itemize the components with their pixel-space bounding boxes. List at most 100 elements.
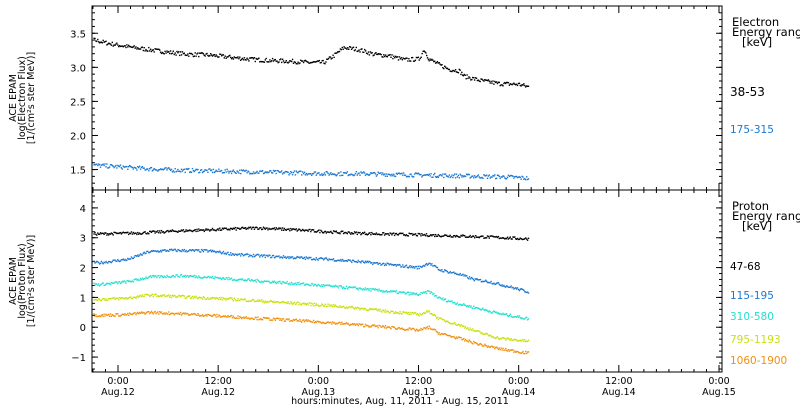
data-point bbox=[158, 232, 160, 234]
data-point bbox=[245, 280, 247, 282]
data-point bbox=[97, 315, 99, 318]
data-point bbox=[509, 349, 511, 351]
data-point bbox=[177, 249, 179, 251]
data-point bbox=[498, 338, 500, 341]
data-point bbox=[486, 280, 488, 283]
data-point bbox=[213, 277, 215, 280]
data-point bbox=[279, 257, 281, 259]
data-point bbox=[329, 173, 331, 175]
data-point bbox=[146, 311, 148, 313]
data-point bbox=[316, 172, 318, 175]
data-point bbox=[335, 175, 337, 177]
data-point bbox=[253, 255, 256, 258]
data-point bbox=[327, 57, 330, 60]
data-point bbox=[271, 228, 273, 230]
data-point bbox=[99, 299, 102, 302]
data-point bbox=[162, 313, 164, 315]
data-point bbox=[113, 259, 115, 261]
data-point bbox=[418, 232, 420, 235]
data-point bbox=[427, 290, 429, 292]
data-point bbox=[377, 53, 380, 55]
data-point bbox=[137, 166, 139, 168]
data-point bbox=[170, 276, 173, 278]
data-point bbox=[380, 172, 382, 174]
data-point bbox=[388, 290, 390, 293]
legend-entry: 1060-1900 bbox=[730, 355, 787, 367]
data-point bbox=[254, 226, 256, 229]
data-point bbox=[527, 85, 530, 87]
data-point bbox=[409, 327, 411, 329]
data-point bbox=[457, 273, 460, 276]
data-point bbox=[455, 273, 458, 275]
data-point bbox=[121, 45, 123, 47]
data-point bbox=[485, 279, 487, 281]
data-point bbox=[518, 289, 521, 292]
data-point bbox=[390, 56, 392, 58]
data-point bbox=[466, 174, 469, 176]
data-point bbox=[402, 264, 404, 266]
data-point bbox=[419, 57, 421, 60]
data-point bbox=[264, 228, 266, 230]
data-point bbox=[341, 321, 343, 324]
data-point bbox=[247, 278, 249, 280]
data-point bbox=[508, 237, 511, 239]
data-point bbox=[310, 256, 312, 259]
data-point bbox=[104, 315, 106, 317]
data-point bbox=[191, 295, 194, 298]
data-point bbox=[370, 172, 372, 174]
data-point bbox=[315, 284, 317, 287]
data-point bbox=[409, 311, 411, 314]
data-point bbox=[327, 172, 329, 175]
data-point bbox=[350, 307, 352, 309]
data-point bbox=[349, 46, 351, 48]
data-point bbox=[367, 261, 369, 264]
data-point bbox=[291, 174, 294, 176]
data-point bbox=[116, 167, 118, 169]
data-point bbox=[372, 288, 374, 290]
data-point bbox=[497, 81, 500, 83]
data-point bbox=[341, 230, 343, 232]
data-point bbox=[199, 251, 201, 253]
data-point bbox=[243, 298, 246, 300]
data-point bbox=[247, 58, 249, 61]
data-point bbox=[145, 48, 147, 51]
data-point bbox=[112, 297, 114, 299]
data-point bbox=[154, 48, 156, 50]
data-point bbox=[112, 259, 114, 261]
data-point bbox=[425, 52, 427, 54]
data-point bbox=[463, 73, 465, 76]
data-point bbox=[464, 340, 466, 342]
data-point bbox=[124, 297, 126, 299]
data-point bbox=[494, 283, 496, 285]
data-point bbox=[163, 249, 165, 251]
data-point bbox=[142, 167, 144, 169]
data-point bbox=[135, 46, 137, 48]
data-point bbox=[494, 337, 496, 339]
data-point bbox=[378, 310, 380, 312]
data-point bbox=[508, 175, 511, 178]
data-point bbox=[421, 176, 423, 178]
data-point bbox=[231, 298, 234, 301]
data-point bbox=[174, 230, 176, 232]
data-point bbox=[498, 283, 500, 285]
data-point bbox=[181, 249, 184, 251]
data-point bbox=[194, 169, 196, 172]
data-point bbox=[263, 254, 266, 256]
data-point bbox=[335, 322, 337, 325]
data-point bbox=[480, 281, 483, 283]
data-point bbox=[138, 165, 141, 167]
data-point bbox=[276, 60, 278, 62]
data-point bbox=[385, 173, 388, 175]
data-point bbox=[312, 305, 315, 307]
data-point bbox=[373, 324, 375, 327]
data-point bbox=[398, 172, 400, 174]
data-point bbox=[225, 316, 227, 318]
data-point bbox=[474, 77, 477, 79]
data-point bbox=[159, 275, 162, 277]
data-point bbox=[452, 322, 454, 325]
data-point bbox=[257, 58, 259, 60]
data-point bbox=[281, 173, 284, 175]
data-point bbox=[274, 229, 276, 231]
data-point bbox=[130, 297, 133, 300]
data-point bbox=[294, 319, 297, 321]
